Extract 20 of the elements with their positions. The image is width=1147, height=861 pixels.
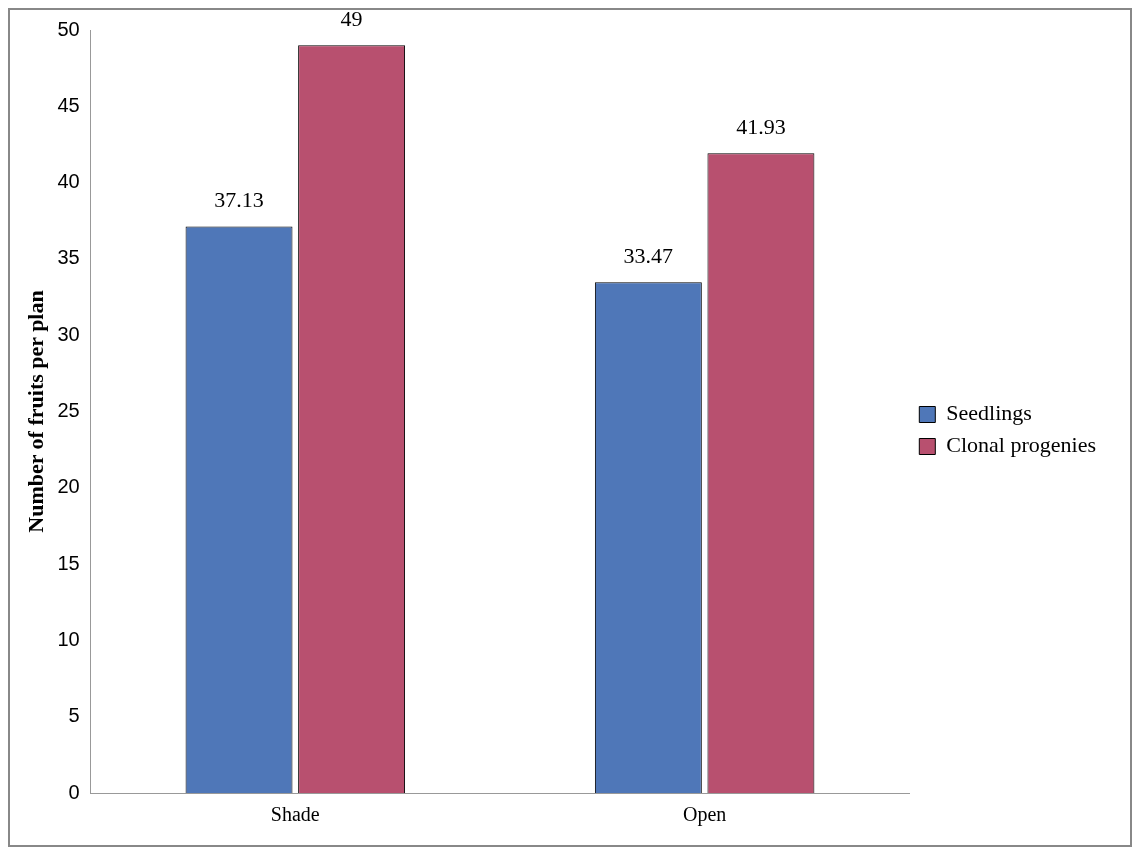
y-axis-title: Number of fruits per plan — [22, 290, 48, 533]
y-tick-label: 25 — [57, 399, 80, 422]
x-tick-label: Open — [682, 803, 727, 827]
data-label: 49 — [340, 6, 363, 32]
y-tick-label: 20 — [57, 475, 80, 498]
data-label: 41.93 — [736, 113, 786, 139]
legend-label: Clonal progenies — [946, 432, 1097, 458]
data-label: 33.47 — [623, 243, 674, 269]
y-tick-label: 5 — [68, 704, 80, 727]
y-tick-label: 50 — [57, 17, 80, 40]
y-tick-label: 40 — [57, 170, 80, 193]
data-label: 37.13 — [214, 187, 264, 213]
y-tick-label: 30 — [57, 322, 80, 345]
y-tick-label: 0 — [68, 780, 80, 803]
x-tick-label: Shade — [270, 803, 320, 826]
y-tick-label: 15 — [57, 551, 80, 574]
y-tick-label: 45 — [57, 93, 80, 116]
legend-label: Seedlings — [946, 400, 1032, 426]
y-tick-label: 10 — [57, 627, 80, 650]
y-tick-label: 35 — [57, 246, 80, 269]
